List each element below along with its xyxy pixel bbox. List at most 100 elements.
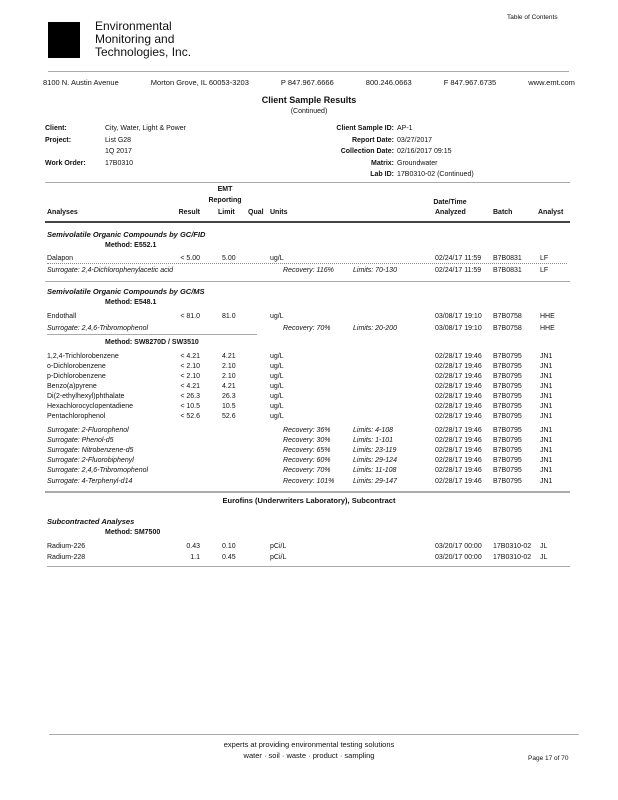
analyte-name: Benzo(a)pyrene bbox=[47, 383, 97, 390]
date-analyzed: 02/28/17 19:46 bbox=[435, 403, 482, 410]
address-website[interactable]: www.emt.com bbox=[528, 78, 575, 87]
project-label: Project: bbox=[45, 137, 72, 144]
date-analyzed: 02/28/17 19:46 bbox=[435, 427, 482, 434]
analyte-name: Radium-226 bbox=[47, 543, 86, 550]
surrogate-name: Surrogate: 2,4,6-Tribromophenol bbox=[47, 467, 149, 474]
analyte-name: 1,2,4-Trichlorobenzene bbox=[47, 353, 119, 360]
section-title: Semivolatile Organic Compounds by GC/MS bbox=[47, 287, 205, 296]
report-date-value: 03/27/2017 bbox=[397, 137, 433, 144]
batch: B7B0758 bbox=[493, 325, 522, 332]
method-label: Method: SW8270D / SW3510 bbox=[105, 339, 199, 346]
date-analyzed: 02/24/17 11:59 bbox=[435, 255, 482, 262]
col-units: Units bbox=[270, 209, 288, 216]
reporting-limit: 26.3 bbox=[222, 393, 236, 400]
table-of-contents-link[interactable]: Table of Contents bbox=[507, 14, 558, 21]
date-analyzed: 02/28/17 19:46 bbox=[435, 457, 482, 464]
work-order-label: Work Order: bbox=[45, 160, 86, 167]
units: ug/L bbox=[270, 313, 284, 320]
date-analyzed: 02/28/17 19:46 bbox=[435, 373, 482, 380]
analyte-name: Dalapon bbox=[47, 255, 74, 262]
units: ug/L bbox=[270, 255, 284, 262]
limits: Limits: 4-108 bbox=[353, 427, 394, 434]
units: pCi/L bbox=[270, 543, 287, 550]
reporting-limit: 2.10 bbox=[222, 373, 236, 380]
matrix-label: Matrix: bbox=[371, 160, 394, 167]
reporting-limit: 81.0 bbox=[222, 313, 236, 320]
batch: B7B0831 bbox=[493, 267, 522, 274]
col-result: Result bbox=[178, 209, 200, 216]
col-batch: Batch bbox=[493, 209, 513, 216]
result: < 10.5 bbox=[180, 403, 200, 410]
date-analyzed: 02/28/17 19:46 bbox=[435, 447, 482, 454]
report-date-label: Report Date: bbox=[351, 137, 394, 144]
analyst: JN1 bbox=[540, 353, 553, 360]
section-title: Semivolatile Organic Compounds by GC/FID bbox=[47, 230, 206, 239]
result: 0.43 bbox=[186, 543, 200, 550]
analyst: LF bbox=[540, 255, 549, 262]
units: ug/L bbox=[270, 393, 284, 400]
recovery: Recovery: 30% bbox=[283, 437, 331, 444]
analyte-name: Di(2-ethylhexyl)phthalate bbox=[47, 393, 125, 400]
batch: B7B0795 bbox=[493, 363, 522, 370]
method-label: Method: SM7500 bbox=[105, 529, 161, 536]
row-separator bbox=[47, 263, 567, 264]
surrogate-name: Surrogate: 2-Fluorobiphenyl bbox=[47, 457, 134, 464]
batch: B7B0795 bbox=[493, 457, 522, 464]
col-reporting: Reporting bbox=[208, 197, 242, 204]
analyst: JN1 bbox=[540, 363, 553, 370]
date-analyzed: 02/28/17 19:46 bbox=[435, 478, 482, 485]
reporting-limit: 0.10 bbox=[222, 543, 236, 550]
analyst: JN1 bbox=[540, 373, 553, 380]
limits: Limits: 11-108 bbox=[353, 467, 397, 474]
method-label: Method: E552.1 bbox=[105, 242, 157, 249]
date-analyzed: 02/28/17 19:46 bbox=[435, 383, 482, 390]
footer-tagline: experts at providing environmental testi… bbox=[223, 740, 395, 749]
analyte-name: o-Dichlorobenzene bbox=[47, 363, 106, 370]
project-value-2: 1Q 2017 bbox=[105, 148, 132, 155]
units: ug/L bbox=[270, 363, 284, 370]
date-analyzed: 02/28/17 19:46 bbox=[435, 363, 482, 370]
surrogate-name: Surrogate: Phenol-d5 bbox=[47, 437, 114, 444]
result: < 2.10 bbox=[180, 373, 200, 380]
reporting-limit: 2.10 bbox=[222, 363, 236, 370]
address-street: 8100 N. Austin Avenue bbox=[43, 78, 119, 87]
surrogate-name: Surrogate: 2,4,6-Tribromophenol bbox=[47, 325, 149, 332]
analyst: JN1 bbox=[540, 437, 553, 444]
result: < 4.21 bbox=[180, 353, 200, 360]
result: < 81.0 bbox=[180, 313, 200, 320]
result: 1.1 bbox=[190, 554, 200, 561]
batch: B7B0795 bbox=[493, 467, 522, 474]
date-analyzed: 02/28/17 19:46 bbox=[435, 393, 482, 400]
analyst: JN1 bbox=[540, 383, 553, 390]
result: < 52.6 bbox=[180, 413, 200, 420]
batch: 17B0310-02 bbox=[493, 543, 532, 550]
batch: B7B0795 bbox=[493, 447, 522, 454]
analyte-name: Endothall bbox=[47, 313, 77, 320]
batch: B7B0795 bbox=[493, 393, 522, 400]
batch: B7B0795 bbox=[493, 437, 522, 444]
client-value: City, Water, Light & Power bbox=[105, 125, 186, 132]
limits: Limits: 1-101 bbox=[353, 437, 394, 444]
recovery: Recovery: 70% bbox=[283, 467, 331, 474]
reporting-limit: 10.5 bbox=[222, 403, 236, 410]
col-qual: Qual bbox=[248, 209, 264, 216]
units: ug/L bbox=[270, 413, 284, 420]
limits: Limits: 70-130 bbox=[353, 267, 397, 274]
col-emt: EMT bbox=[217, 186, 233, 193]
units: ug/L bbox=[270, 403, 284, 410]
date-analyzed: 02/28/17 19:46 bbox=[435, 353, 482, 360]
units: ug/L bbox=[270, 373, 284, 380]
batch: B7B0795 bbox=[493, 403, 522, 410]
footer-services: water · soil · waste · product · samplin… bbox=[243, 751, 375, 760]
recovery: Recovery: 60% bbox=[283, 457, 331, 464]
result: < 2.10 bbox=[180, 363, 200, 370]
result: < 4.21 bbox=[180, 383, 200, 390]
analyte-name: p-Dichlorobenzene bbox=[47, 373, 106, 380]
analyst: JL bbox=[540, 554, 548, 561]
company-name-line1: Environmental bbox=[95, 19, 172, 33]
analyst: JN1 bbox=[540, 478, 553, 485]
limits: Limits: 29-124 bbox=[353, 457, 397, 464]
analyst: JN1 bbox=[540, 403, 553, 410]
analyst: LF bbox=[540, 267, 549, 274]
reporting-limit: 4.21 bbox=[222, 353, 236, 360]
